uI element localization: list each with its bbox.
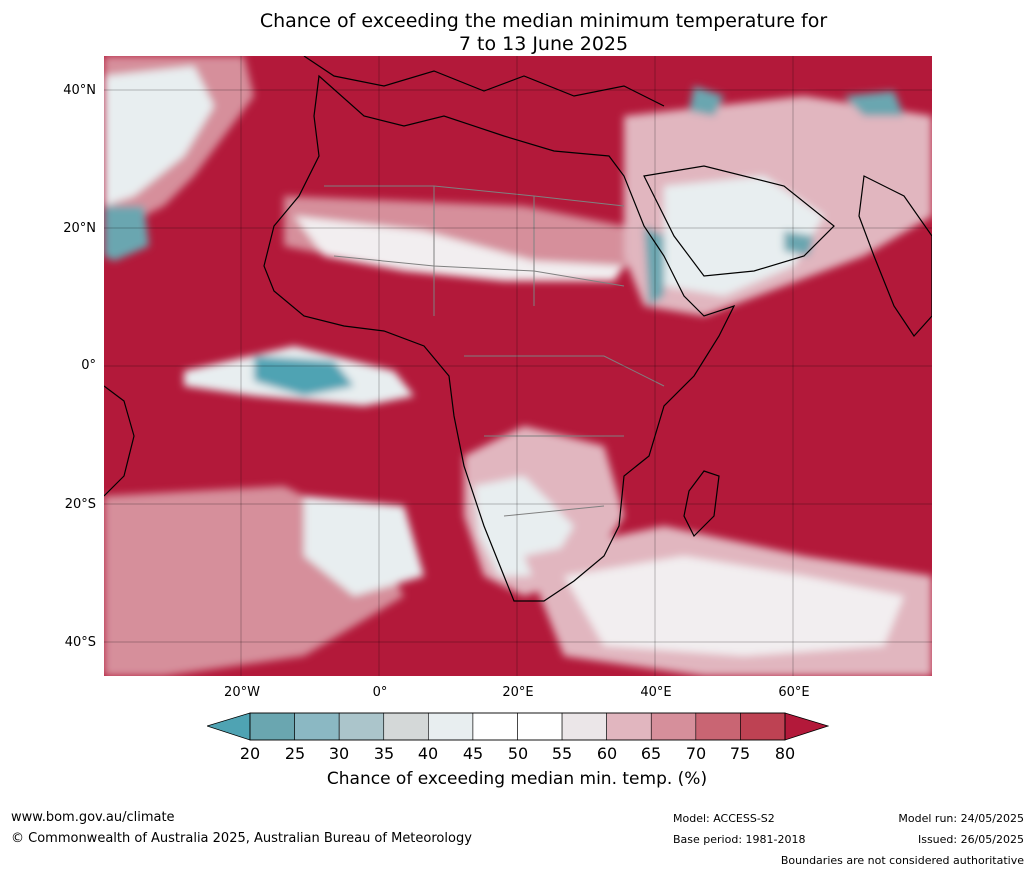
colorbar-segment (561, 712, 607, 741)
colorbar-segment (740, 712, 786, 741)
colorbar-tick-30: 30 (328, 744, 350, 763)
colorbar-label: Chance of exceeding median min. temp. (%… (326, 769, 708, 789)
arabia-coastline (643, 165, 835, 277)
colorbar-tick-50: 50 (507, 744, 529, 763)
lat-label-40s: 40°S (64, 635, 96, 650)
colorbar-tick-70: 70 (685, 744, 707, 763)
colorbar-segment (695, 712, 741, 741)
colorbar-tick-65: 65 (640, 744, 662, 763)
country-borders (324, 185, 665, 517)
footer-issued: Issued: 26/05/2025 (917, 833, 1024, 846)
graticule (104, 56, 932, 676)
lat-label-20s: 20°S (64, 497, 96, 512)
colorbar-above-arrow (784, 712, 829, 741)
colorbar-tick-55: 55 (551, 744, 573, 763)
colorbar (207, 712, 829, 741)
colorbar-segment (383, 712, 429, 741)
colorbar-segment (249, 712, 295, 741)
lat-label-0: 0° (81, 358, 96, 373)
footer-model: Model: ACCESS-S2 (673, 812, 775, 825)
colorbar-tick-75: 75 (729, 744, 751, 763)
footer-model-run: Model run: 24/05/2025 (898, 812, 1024, 825)
map-title: Chance of exceeding the median minimum t… (0, 10, 1035, 56)
south-america-coastline (104, 385, 135, 497)
colorbar-segment (428, 712, 474, 741)
map-title-line2: 7 to 13 June 2025 (458, 33, 629, 55)
coastlines (104, 56, 932, 602)
lat-label-40n: 40°N (63, 83, 96, 98)
india-coastline (858, 175, 932, 337)
colorbar-segment (294, 712, 340, 741)
colorbar-below-arrow (207, 712, 251, 741)
map-title-line1: Chance of exceeding the median minimum t… (259, 10, 828, 32)
africa-coastline (263, 74, 736, 602)
colorbar-tick-40: 40 (417, 744, 439, 763)
lon-label-40e: 40°E (640, 685, 672, 700)
europe-coastline (303, 56, 665, 107)
footer-disclaimer: Boundaries are not considered authoritat… (780, 854, 1024, 867)
footer-website: www.bom.gov.au/climate (11, 810, 175, 825)
colorbar-tick-35: 35 (373, 744, 395, 763)
forecast-map-svg (104, 56, 932, 676)
shading-layer (104, 56, 932, 676)
colorbar-tick-60: 60 (596, 744, 618, 763)
footer-base-period: Base period: 1981-2018 (673, 833, 806, 846)
madagascar-coastline (683, 470, 720, 538)
forecast-map (104, 56, 932, 676)
lat-label-20n: 20°N (63, 221, 96, 236)
colorbar-segment (338, 712, 385, 741)
colorbar-segment (517, 712, 563, 741)
lon-label-20w: 20°W (224, 685, 260, 700)
colorbar-tick-25: 25 (284, 744, 306, 763)
colorbar-tick-45: 45 (462, 744, 484, 763)
footer-copyright: © Commonwealth of Australia 2025, Austra… (11, 831, 472, 846)
colorbar-tick-20: 20 (239, 744, 261, 763)
colorbar-segments (249, 712, 786, 741)
colorbar-segment (650, 712, 697, 741)
colorbar-tick-80: 80 (774, 744, 796, 763)
colorbar-segment (472, 712, 518, 741)
lon-label-0: 0° (372, 685, 388, 700)
lon-label-20e: 20°E (502, 685, 534, 700)
lon-label-60e: 60°E (778, 685, 810, 700)
colorbar-segment (606, 712, 652, 741)
